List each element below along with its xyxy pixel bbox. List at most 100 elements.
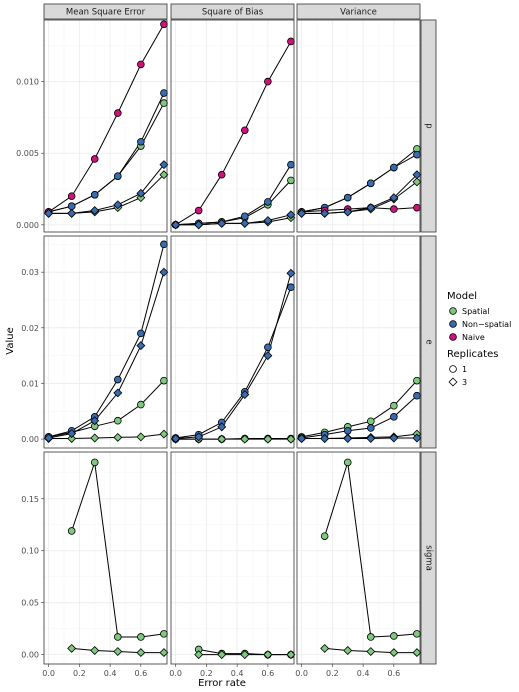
data-point [343,458,352,467]
panel-background [171,236,294,448]
row-strip [420,19,437,233]
legend-label-replicates: 3 [462,378,467,387]
legend-label-model: Non−spatial [462,320,511,329]
x-tick-label: 0.4 [104,669,117,678]
data-point [217,434,227,444]
data-point [90,190,99,199]
data-point [343,434,353,444]
data-point [413,203,421,212]
data-point [113,200,123,210]
data-point [389,433,399,443]
data-point [240,650,250,660]
column-strip-label: Variance [340,8,377,18]
data-point [217,422,227,432]
data-point [67,429,77,438]
x-tick-label: 0.6 [387,669,400,678]
data-point [137,137,145,146]
x-tick-label: 0.0 [295,669,308,678]
data-point [136,188,146,198]
panel-background [297,236,420,448]
y-tick-label: 0.00 [21,651,39,660]
data-point [286,650,296,660]
data-point [412,170,422,180]
data-point [286,210,296,220]
data-point [113,388,123,398]
series-line [175,164,292,226]
legend-key-model [449,307,457,315]
data-point [90,458,99,467]
x-tick-label: 0.4 [357,669,370,678]
data-point [286,268,296,278]
column-strip [43,3,168,20]
panel-background [171,452,294,664]
data-point [343,207,353,217]
data-point [412,177,422,187]
data-point [67,643,77,653]
y-tick-label: 0.000 [16,221,39,230]
data-point [136,648,146,658]
data-point [171,220,181,230]
column-strip-label: Square of Bias [202,8,264,18]
series-line [301,380,418,438]
row-strip [420,235,437,449]
data-point [412,648,422,658]
data-point [136,432,146,442]
panel-border [296,19,421,233]
y-axis-title: Value [5,327,16,354]
panel-background [171,20,294,232]
data-point [240,218,250,228]
panel-border [170,451,295,665]
data-point [194,650,204,660]
data-point [366,647,376,656]
panel-border [170,19,295,233]
x-tick-label: 0.6 [134,669,147,678]
data-point [320,208,330,218]
data-point [413,630,421,638]
data-point [366,424,375,432]
data-point [263,434,273,444]
series-line [48,244,165,438]
row-strip-label: e [424,339,434,344]
legend-label-model: Spatial [462,307,490,316]
data-point [389,193,399,203]
data-point [159,267,169,277]
data-point [263,351,273,361]
panel-background [44,452,167,664]
facet-panel: 0.00 0.05 0.10 0.15 0.0 0.2 0.4 0.6 [21,451,169,678]
series-line [48,272,165,439]
facet-panel: 0.00 0.01 0.02 0.03 [21,235,169,449]
x-tick-label: 0.0 [169,669,182,678]
data-point [44,433,54,443]
data-point [67,192,76,200]
panel-background [297,20,420,232]
panel-border [43,451,168,665]
y-tick-label: 0.03 [21,268,39,277]
data-point [160,20,168,29]
panel-border [296,451,421,665]
data-point [240,434,250,444]
data-point [412,433,422,443]
data-point [287,160,295,169]
data-point [137,633,145,641]
row-strip [420,451,437,665]
panel-background [44,236,167,448]
data-point [287,37,295,46]
y-tick-label: 0.15 [21,495,39,504]
data-point [241,126,249,135]
series-line [301,437,417,439]
data-point [390,413,398,421]
data-point [264,198,272,206]
data-point [366,434,376,444]
x-tick-label: 0.2 [326,669,339,678]
panel-border [43,19,168,233]
data-point [390,401,398,410]
data-point [137,60,145,69]
data-point [90,646,100,655]
facet-panel [296,19,422,233]
data-point [159,170,169,180]
data-point [159,648,169,658]
data-point [114,633,122,641]
legend: Model Spatial Non−spatial Naive Replicates 1 3 [447,291,511,387]
data-point [137,329,145,338]
data-point [240,390,250,400]
